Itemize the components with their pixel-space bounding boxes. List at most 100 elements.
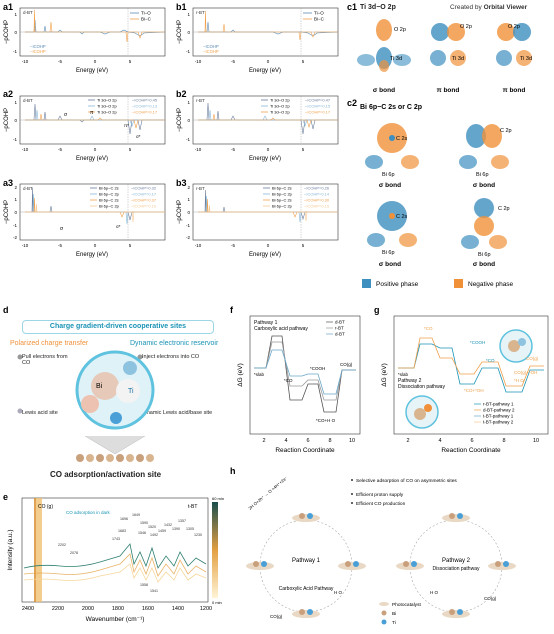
peak-label: 2078 xyxy=(70,551,78,555)
legend-item: r-BT-pathway 1 xyxy=(483,402,514,407)
ytick: 2 xyxy=(14,185,17,190)
panel-label-c2: c2 xyxy=(347,98,358,108)
legend-item: Bi 6p−C 2p xyxy=(272,192,293,197)
ytick: -2 xyxy=(13,235,17,240)
state-label: *CO xyxy=(424,326,433,331)
series-1 xyxy=(198,102,338,135)
state-label: *slab xyxy=(254,372,265,377)
series-2 xyxy=(198,109,338,127)
x-axis-label: Energy (eV) xyxy=(249,68,281,74)
xtick: 5 xyxy=(129,59,132,64)
series-3 xyxy=(198,113,338,129)
xtick: 0 xyxy=(267,59,270,64)
xtick: 2400 xyxy=(22,606,34,612)
orbital-pi-ti-o-1: O 2p Ti 3d xyxy=(430,23,472,66)
legend-item: t-BT-pathway 2 xyxy=(483,420,514,425)
orbital-label: Ti 3d xyxy=(390,56,402,62)
legend-item: Ti 3d−O 2p xyxy=(97,98,118,103)
state-label: *slab xyxy=(398,372,409,377)
legend-ti: Ti xyxy=(392,620,396,626)
note-sigma: σ xyxy=(64,112,68,118)
orbital-label: Ti 3d xyxy=(452,56,464,62)
state-label: *CO+*OH xyxy=(464,388,484,393)
legend-item: Ti 3d−O 2p xyxy=(270,104,291,109)
axes-frame xyxy=(393,315,549,435)
chart-g: *CO *COOH *slab *CO CO(g) *H O *CO+*OH C… xyxy=(381,315,549,454)
xtick: -5 xyxy=(231,243,235,248)
note-sigma: σ xyxy=(60,226,64,232)
x-axis-label: Energy (eV) xyxy=(249,156,281,162)
peak-label: 1305 xyxy=(186,527,194,531)
panel-label-d: d xyxy=(3,305,9,315)
x-axis-label: Wavenumber (cm⁻¹) xyxy=(86,616,145,623)
d-left-heading: Polarized charge transfer xyxy=(10,340,89,347)
peak-label: 1357 xyxy=(178,519,186,523)
state-label: CO(g) xyxy=(340,362,353,367)
panel-label-b3: b3 xyxy=(176,178,187,188)
corner-tag: d-BT xyxy=(23,98,33,103)
orbital-pi-ti-o-2: O 2p Ti 3d xyxy=(496,23,532,66)
panel-label-e: e xyxy=(3,492,9,502)
d-note-inject: Inject electrons into CO xyxy=(142,354,200,360)
cohp-a3: d-BT Bi 6p−C 2s −ICOHP=0.32 Bi 6p−C 2p −… xyxy=(4,183,166,258)
positive-phase-swatch xyxy=(362,279,371,288)
legend: Ti−O Bi−C xyxy=(130,11,152,22)
orbital-label: Bi 6p xyxy=(478,252,491,258)
icohp-2: −ICOHP xyxy=(30,49,46,54)
molecule-label: H O xyxy=(430,590,439,595)
note-sigma-star: σ* xyxy=(116,224,121,229)
xtick: 0 xyxy=(94,147,97,152)
cohp-a1: d-BT Ti−O Bi−C −ICOHP −ICOHP 1 0 -1 -10 … xyxy=(4,7,166,74)
orbital-label: O 2p xyxy=(460,24,472,30)
ytick: 1 xyxy=(14,100,17,105)
bond-label: σ bond xyxy=(379,182,401,189)
xtick: 2 xyxy=(262,438,265,444)
y-axis-label: ΔG (eV) xyxy=(237,363,244,386)
legend-negative: Negative phase xyxy=(468,281,514,288)
icohp-1: −ICOHP xyxy=(203,44,219,49)
xtick: 4 xyxy=(284,438,287,444)
pathway1-sub: Carboxylic Acid Pathway xyxy=(279,586,334,592)
series-2 xyxy=(25,109,165,127)
d-note-pull: Pull electrons from CO xyxy=(22,354,68,366)
icohp-2: −ICOHP=0.14 xyxy=(304,192,330,197)
xtick: 1400 xyxy=(172,606,184,612)
xtick: 0 xyxy=(94,59,97,64)
corner-tag: d-BT xyxy=(23,10,33,15)
orbital-sigma-ti-o: O 2p Ti 3d xyxy=(357,19,411,72)
ytick: -1 xyxy=(13,137,17,142)
ytick: 0 xyxy=(14,30,17,35)
bullet: Efficient proton supply xyxy=(356,492,404,498)
xtick: 1200 xyxy=(200,606,212,612)
icohp-1: −ICOHP=0.45 xyxy=(132,98,158,103)
y-axis-label: ΔG (eV) xyxy=(381,363,388,386)
series-ti-o xyxy=(198,21,339,37)
orbital-label: C 2p xyxy=(498,206,510,212)
icohp-2: −ICOHP=0.17 xyxy=(131,192,157,197)
orbital-label: O 2p xyxy=(394,27,406,33)
xtick: 2000 xyxy=(82,606,94,612)
orbital-label: Bi 6p xyxy=(382,172,395,178)
xtick: 2200 xyxy=(52,606,64,612)
y-axis-label: −pCOHP xyxy=(177,20,183,44)
legend-item: d-BT-pathway 2 xyxy=(483,408,515,413)
peak-label: 1390 xyxy=(172,527,180,531)
legend: r-BT-pathway 1 d-BT-pathway 2 t-BT-pathw… xyxy=(474,402,515,425)
d-note-dynamic: Dynamic Lewis acid/base site xyxy=(140,410,213,416)
xtick: 10 xyxy=(533,438,539,444)
state-label: *COOH xyxy=(310,366,325,371)
ytick: -2 xyxy=(186,235,190,240)
y-axis-label: −pCOHP xyxy=(4,200,10,224)
orbital-label: C 2s xyxy=(396,136,408,142)
negative-phase-swatch xyxy=(454,279,463,288)
orbital-illustrations: O 2p Ti 3d O 2p Ti 3d O 2p Ti 3d σ bond … xyxy=(357,19,532,288)
xtick: 6 xyxy=(306,438,309,444)
x-axis-label: Energy (eV) xyxy=(249,252,281,258)
series-1 xyxy=(398,343,544,393)
icohp-2: −ICOHP xyxy=(203,49,219,54)
orbital-bi-c2p-2: C 2p Bi 6p xyxy=(461,198,510,258)
panel-label-b1: b1 xyxy=(176,2,187,12)
bond-label: σ bond xyxy=(379,261,401,268)
series-bi-c xyxy=(25,9,165,43)
series-ti-o xyxy=(25,19,166,37)
